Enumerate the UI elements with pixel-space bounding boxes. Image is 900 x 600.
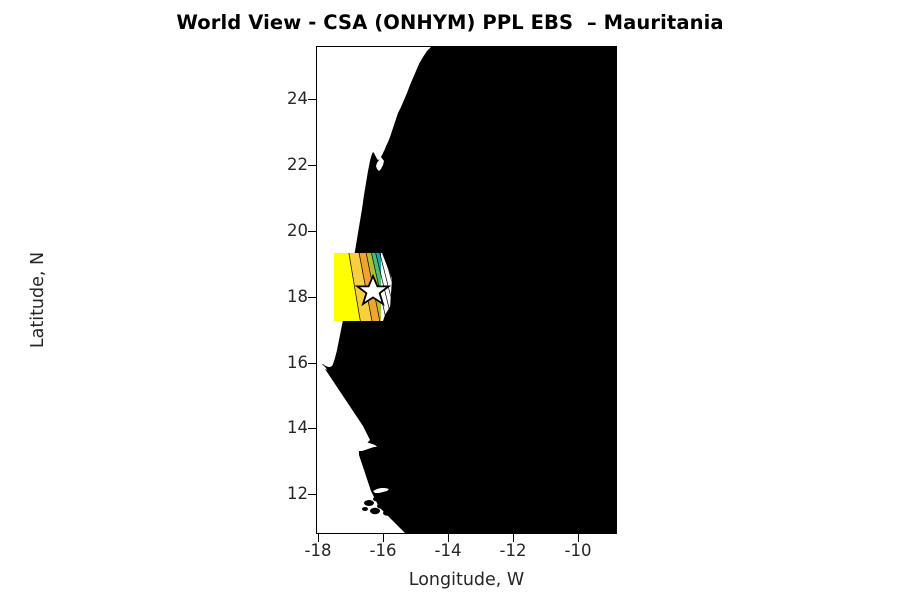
x-tick-labels: -18 -16 -14 -12 -10 [0,541,900,567]
y-tick-label-16: 16 [287,353,308,372]
y-tick-12 [308,494,316,496]
delta-channel [373,488,389,493]
island-1 [364,500,374,506]
island-2 [373,496,381,502]
site-star-marker[interactable] [354,273,392,307]
x-tick-neg10 [578,534,580,542]
island-8 [387,501,395,505]
map-svg [317,47,616,533]
x-tick-label-neg16: -16 [369,541,397,560]
island-5 [383,510,391,516]
x-tick-neg16 [383,534,385,542]
y-tick-24 [308,99,316,101]
y-tick-label-18: 18 [287,287,308,306]
y-tick-14 [308,428,316,430]
y-tick-label-12: 12 [287,484,308,503]
coast-cut-cap-blanc [319,364,327,370]
island-3 [377,503,389,509]
x-axis-label: Longitude, W [408,570,525,590]
x-tick-label-neg18: -18 [304,541,332,560]
island-4 [370,507,380,515]
y-tick-18 [308,297,316,299]
y-tick-labels: 24 22 20 18 16 14 12 [272,0,308,600]
x-tick-neg18 [318,534,320,542]
y-tick-label-24: 24 [287,89,308,108]
landmass-overlap-coast [383,253,437,321]
landmass-path [322,47,616,533]
y-axis-label: Latitude, N [28,251,48,349]
y-tick-22 [308,165,316,167]
y-tick-20 [308,231,316,233]
map-plot-area[interactable] [316,46,617,534]
figure-title: World View - CSA (ONHYM) PPL EBS – Mauri… [176,11,724,34]
y-tick-label-22: 22 [287,155,308,174]
x-tick-label-neg12: -12 [499,541,527,560]
x-tick-neg14 [448,534,450,542]
island-7 [378,494,384,498]
x-tick-label-neg14: -14 [434,541,462,560]
coast-estuary-notch [356,441,377,451]
y-tick-16 [308,363,316,365]
x-tick-neg12 [513,534,515,542]
y-tick-label-14: 14 [287,418,308,437]
coast-notch-north [376,157,384,171]
y-tick-label-20: 20 [287,221,308,240]
island-6 [362,507,368,511]
x-tick-label-neg10: -10 [564,541,592,560]
